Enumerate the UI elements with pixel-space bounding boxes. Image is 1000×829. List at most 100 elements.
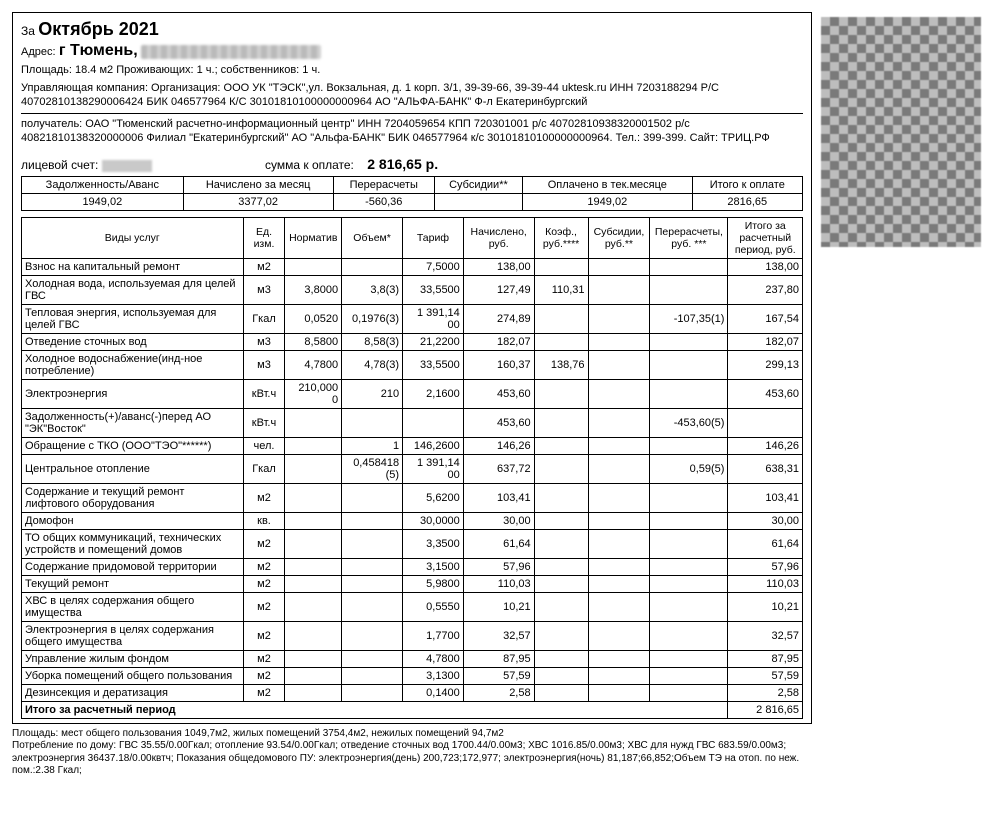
detail-cell: 146,2600 [403,437,464,454]
detail-cell: м2 [243,650,285,667]
detail-cell: м2 [243,258,285,275]
detail-cell [285,684,342,701]
summary-value-cell: 1949,02 [22,193,184,210]
detail-cell: Гкал [243,454,285,483]
detail-cell [534,667,588,684]
detail-cell: 61,64 [463,529,534,558]
detail-cell: Дезинсекция и дератизация [22,684,244,701]
detail-cell: 110,03 [463,575,534,592]
detail-cell: Центральное отопление [22,454,244,483]
detail-cell: 2,58 [728,684,803,701]
detail-cell [650,529,728,558]
recipient-block: получатель: ОАО "Тюменский расчетно-инфо… [21,118,803,146]
detail-row: Электроэнергия в целях содержания общего… [22,621,803,650]
detail-cell [650,350,728,379]
detail-cell [534,650,588,667]
detail-row: Текущий ремонтм25,9800110,03110,03 [22,575,803,592]
detail-cell [650,333,728,350]
detail-cell [588,350,650,379]
detail-cell [650,512,728,529]
detail-table: Виды услугЕд. изм.НормативОбъем*ТарифНач… [21,217,803,719]
summary-header-cell: Перерасчеты [333,176,434,193]
detail-row: Холодное водоснабжение(инд-ное потреблен… [22,350,803,379]
detail-cell [534,333,588,350]
detail-cell [588,650,650,667]
detail-cell [534,529,588,558]
detail-cell: 10,21 [728,592,803,621]
detail-cell [285,437,342,454]
detail-cell: 638,31 [728,454,803,483]
summary-table: Задолженность/АвансНачислено за месяцПер… [21,176,803,211]
detail-cell [342,483,403,512]
detail-cell: 1,7700 [403,621,464,650]
detail-total-row: Итого за расчетный период2 816,65 [22,701,803,718]
detail-cell [588,684,650,701]
detail-cell [588,258,650,275]
summary-header-cell: Оплачено в тек.месяце [523,176,692,193]
detail-cell: 30,00 [728,512,803,529]
detail-header-cell: Виды услуг [22,217,244,258]
mgmt-block: Управляющая компания: Организация: ООО У… [21,82,803,110]
detail-cell [588,667,650,684]
detail-cell: 5,6200 [403,483,464,512]
detail-cell [650,667,728,684]
detail-cell [588,304,650,333]
detail-cell: 33,5500 [403,275,464,304]
detail-header-cell: Норматив [285,217,342,258]
detail-cell: м2 [243,575,285,592]
detail-cell: м2 [243,667,285,684]
account-line: лицевой счет: сумма к оплате: 2 816,65 р… [21,156,803,172]
summary-value-row: 1949,023377,02-560,361949,022816,65 [22,193,803,210]
bill-frame: За Октябрь 2021 Адрес: г Тюмень, Площадь… [12,12,812,724]
total-label-cell: Итого за расчетный период [22,701,728,718]
detail-cell: 8,5800 [285,333,342,350]
area-line: Площадь: 18.4 м2 Проживающих: 1 ч.; собс… [21,64,803,78]
detail-cell: Содержание придомовой территории [22,558,244,575]
detail-cell [588,437,650,454]
detail-header-cell: Итого за расчетный период, руб. [728,217,803,258]
detail-cell: 4,78(3) [342,350,403,379]
qr-pixelated [821,17,981,247]
detail-cell [342,512,403,529]
detail-cell [588,621,650,650]
detail-cell [588,333,650,350]
detail-cell: 57,96 [728,558,803,575]
detail-cell [650,621,728,650]
detail-cell: 0,0520 [285,304,342,333]
detail-cell [285,667,342,684]
detail-cell [342,650,403,667]
detail-cell: 8,58(3) [342,333,403,350]
detail-cell: 210 [342,379,403,408]
detail-cell: Электроэнергия в целях содержания общего… [22,621,244,650]
detail-cell: 1 391,1400 [403,304,464,333]
summary-value-cell: 2816,65 [692,193,802,210]
summary-header-cell: Начислено за месяц [183,176,333,193]
detail-cell [650,437,728,454]
detail-cell: 0,59(5) [650,454,728,483]
detail-cell: Содержание и текущий ремонт лифтового об… [22,483,244,512]
detail-cell [285,621,342,650]
summary-header-row: Задолженность/АвансНачислено за месяцПер… [22,176,803,193]
detail-cell [588,558,650,575]
detail-cell [342,684,403,701]
detail-cell [588,379,650,408]
detail-cell: 138,76 [534,350,588,379]
detail-cell [534,304,588,333]
detail-cell: кВт.ч [243,379,285,408]
detail-row: Взнос на капитальный ремонтм27,5000138,0… [22,258,803,275]
detail-cell: 110,31 [534,275,588,304]
detail-cell: 57,59 [463,667,534,684]
summary-value-cell: 1949,02 [523,193,692,210]
detail-cell: кв. [243,512,285,529]
detail-cell: 103,41 [728,483,803,512]
detail-row: Тепловая энергия, используемая для целей… [22,304,803,333]
detail-row: Домофонкв.30,000030,0030,00 [22,512,803,529]
detail-cell: 138,00 [463,258,534,275]
detail-cell: Отведение сточных вод [22,333,244,350]
detail-cell: 453,60 [728,379,803,408]
detail-cell [650,650,728,667]
detail-cell: Взнос на капитальный ремонт [22,258,244,275]
detail-cell: 4,7800 [285,350,342,379]
footnote: Площадь: мест общего пользования 1049,7м… [12,728,812,778]
detail-cell [650,275,728,304]
